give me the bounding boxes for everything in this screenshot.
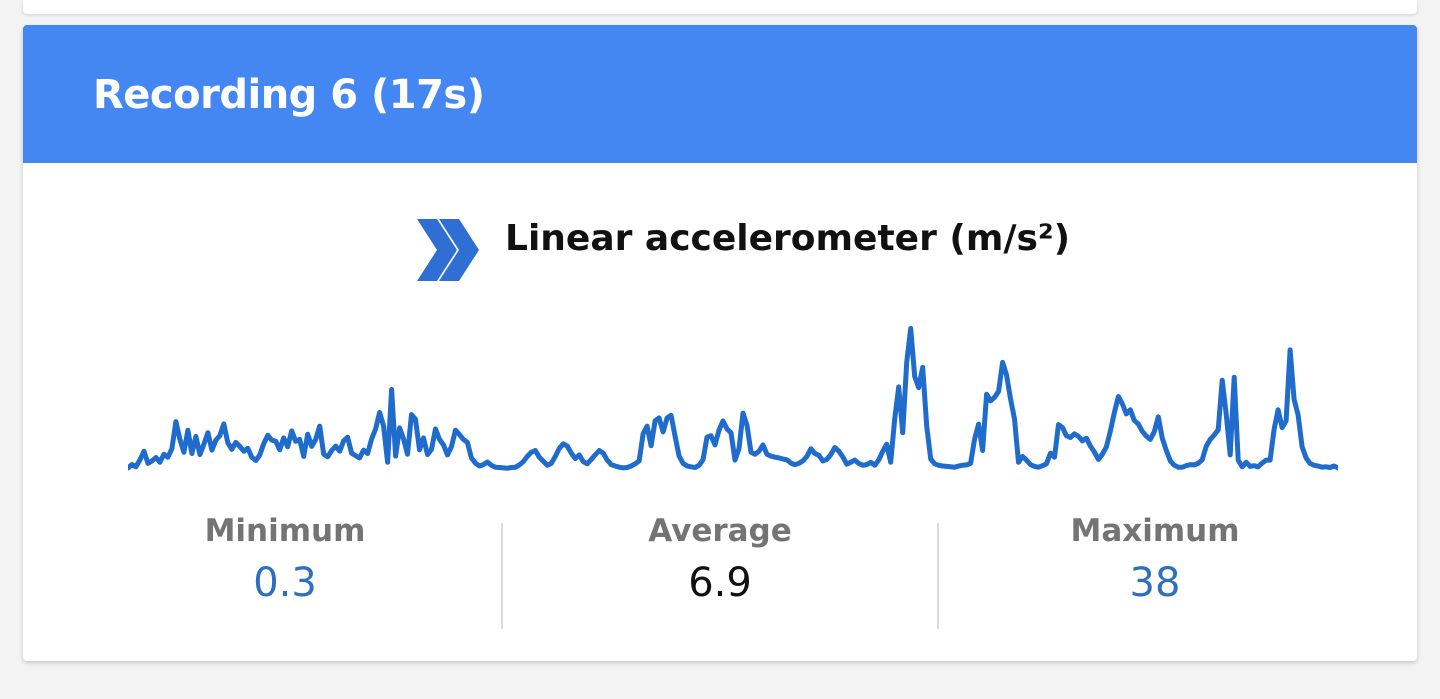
- previous-card-edge: [23, 0, 1417, 14]
- double-chevron-right-icon: [417, 219, 479, 281]
- minimum-value: 0.3: [253, 560, 317, 606]
- stat-minimum: Minimum 0.3: [67, 493, 503, 606]
- average-value: 6.9: [688, 560, 752, 606]
- sensor-data-line: [128, 325, 1338, 471]
- maximum-value: 38: [1129, 560, 1181, 606]
- stat-divider: [501, 523, 503, 629]
- average-label: Average: [648, 513, 792, 549]
- sensor-name: Linear accelerometer (m/s²): [505, 218, 1071, 259]
- stat-maximum: Maximum 38: [937, 493, 1373, 606]
- recording-card[interactable]: Recording 6 (17s) Linear accelerometer (…: [23, 25, 1417, 661]
- stat-divider: [937, 523, 939, 629]
- stats-row: Minimum 0.3 Average 6.9 Maximum 38: [67, 493, 1373, 629]
- recording-header[interactable]: Recording 6 (17s): [23, 25, 1417, 163]
- sensor-sparkline-chart: [128, 325, 1338, 471]
- maximum-label: Maximum: [1070, 513, 1240, 549]
- sensor-row: Linear accelerometer (m/s²): [23, 205, 1417, 281]
- stat-average: Average 6.9: [502, 493, 938, 606]
- minimum-label: Minimum: [204, 513, 366, 549]
- recording-title: Recording 6 (17s): [93, 72, 485, 118]
